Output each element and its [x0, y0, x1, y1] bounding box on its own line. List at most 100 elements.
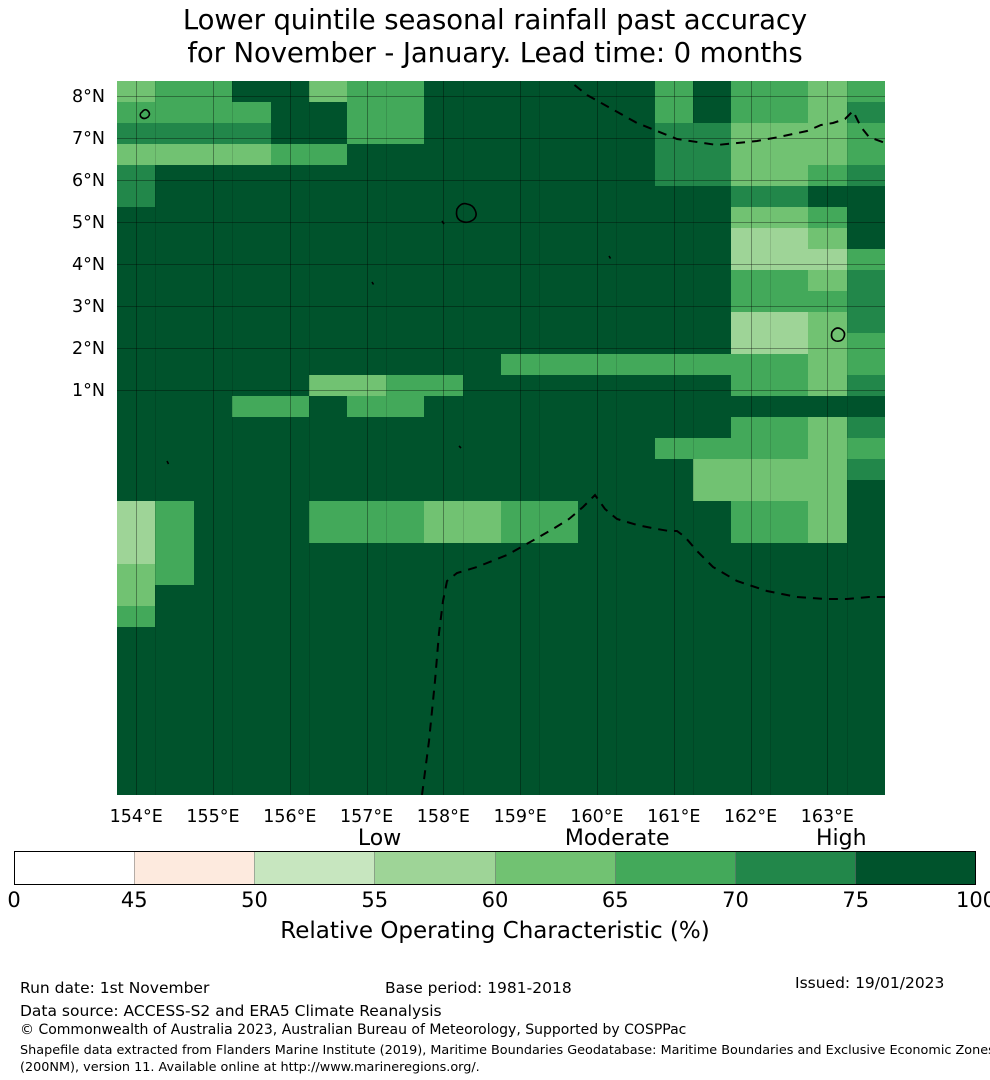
heatmap-cell [769, 102, 809, 124]
colorbar-category-label: High [816, 826, 867, 851]
heatmap-cell [270, 501, 310, 523]
heatmap-cell [654, 165, 732, 187]
heatmap-cell [385, 396, 425, 418]
heatmap-cell [808, 354, 848, 376]
heatmap-cell [769, 249, 809, 271]
colorbar-tick-label: 65 [601, 888, 629, 912]
heatmap-cell [769, 144, 809, 166]
heatmap-cell [577, 501, 732, 523]
heatmap-cell [846, 186, 885, 208]
x-axis-tick-label: 161°E [647, 807, 701, 827]
heatmap-cell [347, 81, 425, 103]
heatmap-cell [270, 144, 348, 166]
y-axis-tick-label: 6°N [72, 170, 105, 191]
colorbar-segment[interactable] [15, 852, 135, 884]
heatmap-cell [117, 375, 310, 397]
heatmap-cell [117, 690, 885, 712]
heatmap-cell [731, 354, 771, 376]
heatmap-cell [117, 711, 885, 733]
x-axis-tick-label: 155°E [186, 807, 240, 827]
y-axis-tick-label: 5°N [72, 212, 105, 233]
heatmap-cell [731, 438, 771, 460]
heatmap-cell [424, 102, 579, 124]
heatmap-cell [117, 144, 272, 166]
heatmap-cell [501, 522, 579, 544]
heatmap-cell [731, 312, 771, 334]
heatmap-cell [385, 375, 425, 397]
heatmap-cell [501, 501, 579, 523]
heatmap-cell [462, 501, 502, 523]
heatmap-cell [731, 480, 771, 502]
colorbar-segment[interactable] [254, 852, 375, 884]
heatmap-cell [808, 417, 848, 439]
colorbar-tick-label: 50 [241, 888, 268, 912]
heatmap-cell [117, 585, 156, 607]
heatmap-cell [846, 375, 885, 397]
colorbar-segment[interactable] [734, 852, 855, 884]
heatmap-cell [769, 354, 809, 376]
heatmap-cell [309, 375, 348, 397]
heatmap-cell [155, 543, 195, 565]
colorbar-category-label: Low [357, 826, 402, 851]
heatmap-cell [808, 186, 848, 208]
heatmap-cell [117, 501, 156, 523]
heatmap-cell [731, 501, 771, 523]
heatmap-cell [270, 123, 348, 145]
heatmap-cell [769, 165, 809, 187]
heatmap-cell [846, 291, 885, 313]
colorbar-segment[interactable] [134, 852, 255, 884]
heatmap-cell [693, 102, 732, 124]
heatmap-cell [309, 501, 348, 523]
colorbar-segment[interactable] [374, 852, 495, 884]
colorbar-tick-label: 60 [481, 888, 509, 912]
heatmap-cell [846, 333, 885, 355]
heatmap-cell [693, 459, 732, 481]
heatmap-cell [117, 459, 694, 481]
heatmap-cell [155, 522, 195, 544]
heatmap-cell [846, 102, 885, 124]
colorbar-segment[interactable] [614, 852, 735, 884]
heatmap-cell [232, 396, 310, 418]
colorbar[interactable] [14, 851, 976, 885]
heatmap-cell [117, 354, 502, 376]
heatmap-cell [117, 438, 579, 460]
heatmap-cell [808, 249, 848, 271]
heatmap-cell [769, 438, 809, 460]
x-axis-tick-label: 156°E [263, 807, 317, 827]
heatmap-cell [693, 81, 732, 103]
heatmap-cell [654, 438, 732, 460]
heatmap-cell [309, 522, 348, 544]
heatmap-cell [424, 501, 464, 523]
x-axis-tick-label: 158°E [416, 807, 470, 827]
heatmap-cell [117, 165, 156, 187]
heatmap-cell [808, 270, 848, 292]
heatmap-cell [577, 186, 732, 208]
heatmap-cell [117, 396, 233, 418]
heatmap-cell [769, 501, 809, 523]
heatmap-cell [347, 375, 387, 397]
heatmap-cell [808, 207, 848, 229]
heatmap-cell [731, 186, 771, 208]
heatmap-cell [501, 354, 579, 376]
heatmap-cell [731, 270, 771, 292]
heatmap-cell [424, 522, 464, 544]
colorbar-tick-label: 0 [7, 888, 21, 912]
heatmap-cell [769, 522, 809, 544]
heatmap-cell [117, 123, 272, 145]
heatmap-cell [808, 228, 848, 250]
x-axis-tick-label: 159°E [493, 807, 547, 827]
colorbar-segment[interactable] [854, 852, 975, 884]
map-plot[interactable] [117, 81, 885, 795]
heatmap-cell [424, 375, 464, 397]
heatmap-cell [846, 438, 885, 460]
heatmap-cell [769, 228, 809, 250]
heatmap-cell [117, 648, 885, 670]
heatmap-cell [846, 207, 885, 229]
footer-shapefile-line-1: Shapefile data extracted from Flanders M… [20, 1043, 990, 1058]
colorbar-segment[interactable] [494, 852, 615, 884]
heatmap-cell [846, 249, 885, 271]
heatmap-cell [769, 480, 809, 502]
heatmap-cell [731, 81, 771, 103]
heatmap-cell [731, 144, 771, 166]
heatmap-cell [731, 249, 771, 271]
